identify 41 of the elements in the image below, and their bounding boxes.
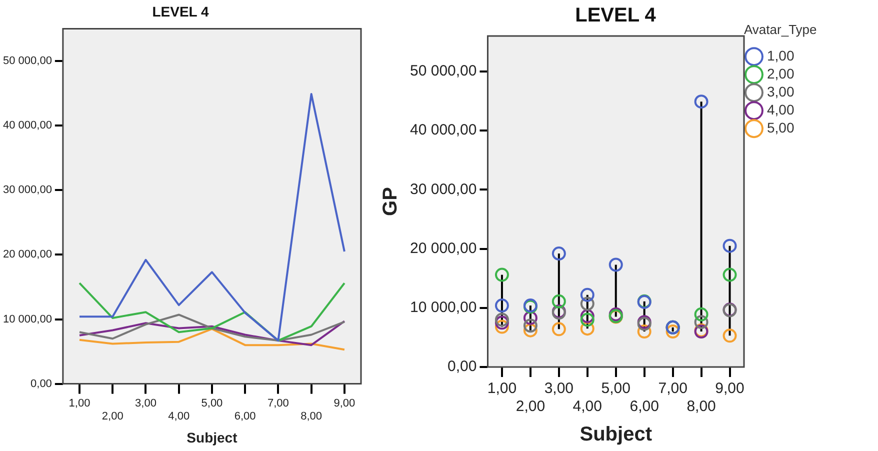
y-tick-label: 40 000,00 [3, 120, 52, 132]
y-tick-label: 10 000,00 [410, 299, 477, 316]
legend-label: 2,00 [767, 65, 794, 82]
x-tick-label: 1,00 [68, 397, 90, 410]
y-tick-label: 40 000,00 [410, 122, 477, 139]
x-axis-title: Subject [580, 424, 652, 446]
y-tick-label: 50 000,00 [3, 55, 52, 68]
x-tick-label: 3,00 [544, 380, 574, 398]
y-tick-label: 30 000,00 [410, 180, 477, 198]
x-tick-label: 4,00 [168, 410, 190, 423]
y-tick-label: 20 000,00 [410, 240, 477, 257]
legend-label: 5,00 [767, 119, 794, 136]
x-axis-title: Subject [186, 429, 238, 446]
x-tick-label: 7,00 [658, 380, 688, 398]
x-tick-label: 3,00 [135, 397, 156, 410]
x-tick-label: 9,00 [334, 397, 356, 410]
chart-title: LEVEL 4 [575, 4, 657, 27]
y-tick-label: 20 000,00 [3, 248, 52, 261]
legend-label: 3,00 [767, 83, 794, 100]
x-tick-label: 5,00 [201, 397, 223, 410]
x-tick-label: 7,00 [267, 397, 289, 410]
y-tick-label: 0,00 [30, 378, 52, 390]
y-tick-label: 0,00 [448, 358, 477, 376]
x-tick-label: 5,00 [601, 380, 630, 398]
x-tick-label: 2,00 [516, 398, 546, 416]
x-tick-label: 9,00 [715, 380, 744, 398]
legend-label: 1,00 [767, 47, 794, 64]
x-tick-label: 6,00 [630, 398, 659, 416]
x-tick-label: 4,00 [572, 398, 602, 416]
legend-title: Avatar_Type [744, 22, 817, 38]
y-axis-title: GP [380, 187, 402, 216]
y-tick-label: 10 000,00 [3, 313, 52, 326]
x-tick-label: 2,00 [102, 410, 124, 423]
x-tick-label: 8,00 [300, 410, 322, 423]
x-tick-label: 6,00 [234, 410, 256, 423]
chart-title: LEVEL 4 [152, 3, 209, 20]
y-tick-label: 50 000,00 [410, 62, 477, 80]
x-tick-label: 1,00 [487, 380, 517, 398]
x-tick-label: 8,00 [686, 398, 716, 416]
y-tick-label: 30 000,00 [3, 184, 52, 196]
legend-label: 4,00 [767, 101, 794, 118]
